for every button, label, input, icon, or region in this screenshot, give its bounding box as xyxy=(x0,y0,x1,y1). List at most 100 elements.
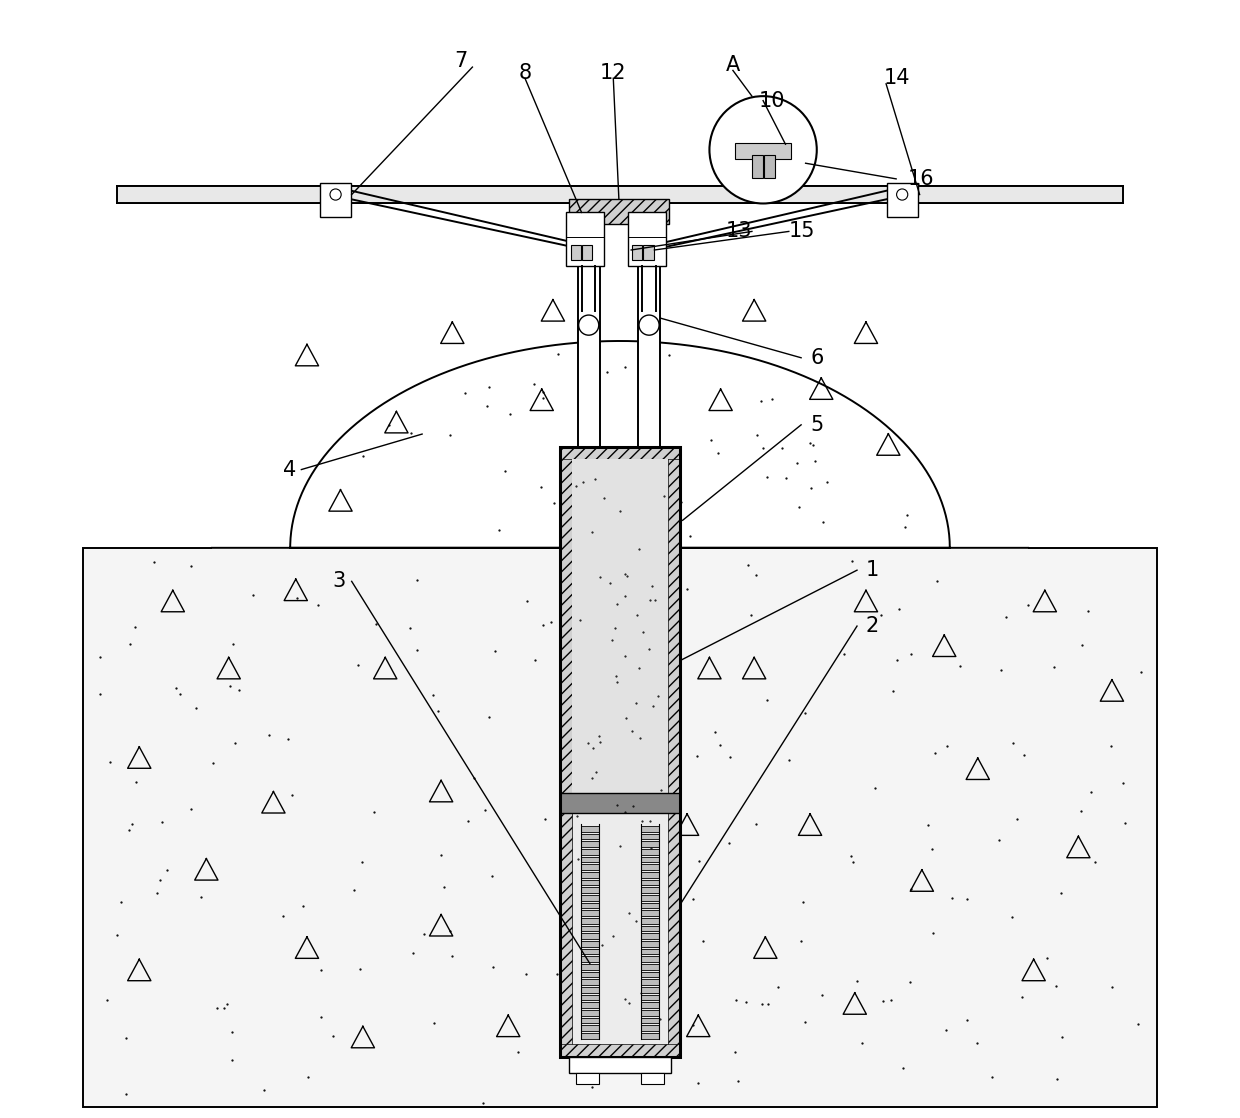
Bar xyxy=(641,941,660,947)
Bar xyxy=(580,926,599,931)
Bar xyxy=(637,212,660,447)
Bar xyxy=(580,987,599,993)
Bar xyxy=(641,888,660,893)
Bar xyxy=(580,864,599,870)
Bar xyxy=(580,872,599,878)
Bar xyxy=(735,143,791,159)
Text: 13: 13 xyxy=(725,221,751,241)
Bar xyxy=(641,956,660,961)
Bar xyxy=(641,972,660,977)
Bar xyxy=(580,1002,599,1008)
Bar xyxy=(559,447,572,1057)
Text: 14: 14 xyxy=(884,68,910,88)
Bar xyxy=(580,1017,599,1023)
Bar xyxy=(641,926,660,931)
Bar xyxy=(580,894,599,901)
Circle shape xyxy=(709,96,817,203)
Bar xyxy=(641,1017,660,1023)
Bar xyxy=(580,964,599,969)
Bar xyxy=(580,841,599,847)
Text: 7: 7 xyxy=(455,51,467,72)
Bar xyxy=(580,834,599,840)
Bar xyxy=(580,826,599,832)
Bar xyxy=(641,910,660,916)
Bar xyxy=(644,245,653,260)
Bar xyxy=(559,793,681,813)
Bar xyxy=(751,155,763,178)
Bar xyxy=(641,1010,660,1015)
Bar xyxy=(117,186,1123,203)
Bar xyxy=(580,910,599,916)
Bar xyxy=(641,1025,660,1031)
Text: 8: 8 xyxy=(518,63,532,83)
Bar xyxy=(559,447,681,1057)
Text: 1: 1 xyxy=(866,560,879,580)
Bar xyxy=(582,245,591,260)
Bar xyxy=(580,941,599,947)
Bar xyxy=(572,459,668,1044)
Bar xyxy=(580,995,599,1001)
Bar xyxy=(641,841,660,847)
Bar xyxy=(641,1073,663,1084)
Text: 5: 5 xyxy=(810,415,823,435)
Bar xyxy=(641,918,660,923)
Text: 4: 4 xyxy=(283,459,296,480)
Bar xyxy=(668,447,681,1057)
Bar xyxy=(559,447,681,1057)
Bar xyxy=(577,1073,599,1084)
Bar xyxy=(580,1010,599,1015)
Bar xyxy=(559,1044,681,1057)
Bar xyxy=(580,956,599,961)
Bar xyxy=(887,183,918,217)
Bar xyxy=(764,155,775,178)
Bar xyxy=(632,245,642,260)
Bar xyxy=(572,459,668,793)
Text: 2: 2 xyxy=(866,616,879,636)
Text: 6: 6 xyxy=(810,348,823,368)
Bar xyxy=(641,1033,660,1039)
Bar xyxy=(627,212,666,266)
Bar xyxy=(641,934,660,939)
Bar xyxy=(641,864,660,870)
Bar xyxy=(320,183,351,217)
Bar xyxy=(569,1057,671,1073)
Bar xyxy=(580,1033,599,1039)
Bar xyxy=(580,1025,599,1031)
Bar xyxy=(580,880,599,885)
Text: A: A xyxy=(725,55,740,75)
Bar xyxy=(641,987,660,993)
Bar xyxy=(580,934,599,939)
Bar xyxy=(570,245,580,260)
Bar xyxy=(641,948,660,955)
Bar xyxy=(641,826,660,832)
Text: 3: 3 xyxy=(332,571,346,591)
Bar xyxy=(641,964,660,969)
Bar xyxy=(569,199,670,224)
Text: 10: 10 xyxy=(759,91,785,111)
Bar xyxy=(580,902,599,908)
Bar xyxy=(641,849,660,854)
Bar xyxy=(641,856,660,862)
Bar xyxy=(567,212,604,266)
Bar xyxy=(641,902,660,908)
Bar xyxy=(641,872,660,878)
Bar xyxy=(641,995,660,1001)
Text: 12: 12 xyxy=(600,63,626,83)
Bar xyxy=(580,856,599,862)
Bar xyxy=(580,888,599,893)
Text: 16: 16 xyxy=(908,169,934,189)
Bar xyxy=(580,979,599,985)
Bar xyxy=(580,849,599,854)
Bar xyxy=(559,447,681,459)
Bar xyxy=(641,834,660,840)
Text: 15: 15 xyxy=(789,221,816,241)
Bar xyxy=(83,548,1157,1107)
Bar xyxy=(580,948,599,955)
Polygon shape xyxy=(212,341,1028,548)
Bar xyxy=(641,979,660,985)
Bar xyxy=(578,212,600,447)
Bar xyxy=(641,894,660,901)
Bar xyxy=(580,972,599,977)
Bar xyxy=(641,1002,660,1008)
Bar xyxy=(641,880,660,885)
